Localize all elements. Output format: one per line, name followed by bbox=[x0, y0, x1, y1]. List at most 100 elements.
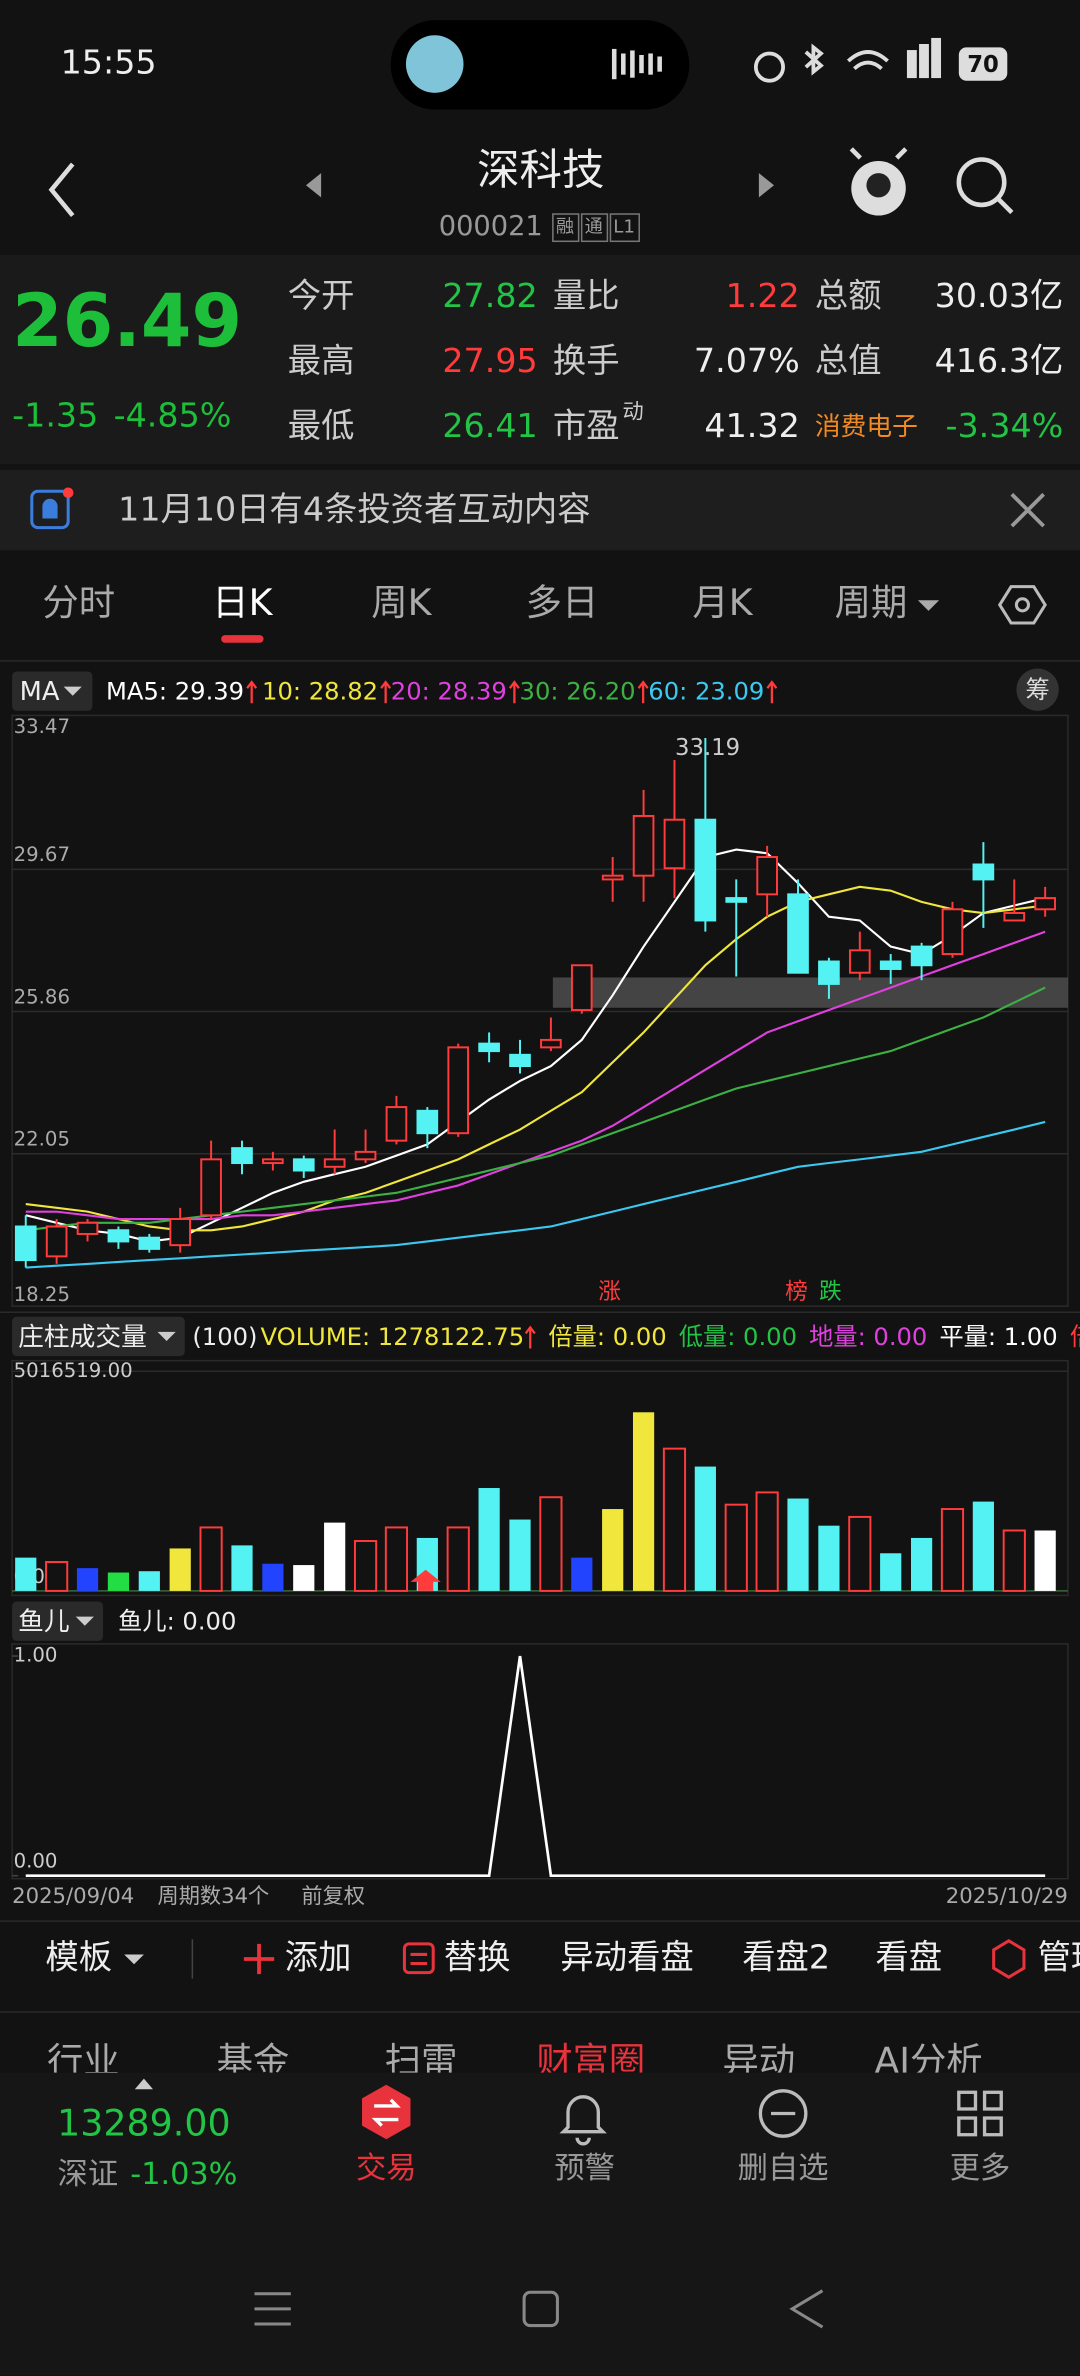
tag: 通 bbox=[585, 217, 603, 238]
dropdown-arrow bbox=[63, 686, 82, 696]
back-button[interactable] bbox=[48, 162, 75, 217]
close-notice[interactable] bbox=[1010, 492, 1045, 528]
period-tab[interactable]: 多日 bbox=[526, 581, 599, 624]
candle-body bbox=[262, 1158, 284, 1165]
legend-item: 鱼儿: 0.00 bbox=[118, 1608, 236, 1636]
y-tick-label: 18.25 bbox=[14, 1283, 70, 1306]
candle-body bbox=[1003, 912, 1026, 922]
candle-body bbox=[663, 818, 686, 870]
toolbar-item[interactable]: 添加 bbox=[285, 1937, 352, 1976]
battery-level: 70 bbox=[967, 52, 999, 78]
candle-body bbox=[818, 960, 840, 985]
period-tab[interactable]: 周期 bbox=[835, 581, 908, 624]
candle-body bbox=[725, 897, 748, 903]
volume-bar bbox=[446, 1526, 470, 1592]
candle-body bbox=[879, 960, 902, 970]
index-change: -1.03% bbox=[130, 2157, 237, 2192]
volume-bar bbox=[478, 1488, 500, 1591]
alert-icon[interactable] bbox=[559, 2095, 607, 2146]
nav-item[interactable]: 预警 bbox=[554, 2151, 615, 2186]
candle-body bbox=[292, 1158, 315, 1172]
stock-tags: 融 通 L1 bbox=[552, 213, 640, 243]
quote-panel bbox=[0, 254, 1080, 464]
legend-item: 60: 23.09 bbox=[648, 678, 764, 706]
quote-label: 最高 bbox=[288, 341, 355, 380]
toolbar-item[interactable]: 管理 bbox=[1038, 1937, 1080, 1976]
trend-arrow bbox=[246, 680, 258, 704]
candle-body bbox=[787, 893, 809, 974]
candle-body bbox=[385, 1106, 408, 1142]
candle-body bbox=[848, 949, 871, 974]
chip-button[interactable] bbox=[1016, 668, 1059, 711]
candle-body bbox=[45, 1225, 68, 1258]
toolbar-item[interactable]: 替换 bbox=[444, 1937, 511, 1976]
replace-arrows bbox=[410, 1952, 428, 1966]
toolbar-item[interactable]: 看盘 bbox=[876, 1937, 943, 1976]
y-tick-label: 1.00 bbox=[14, 1644, 58, 1667]
start-date: 2025/09/04 bbox=[12, 1883, 134, 1908]
legend-item: 平量: 1.00 bbox=[939, 1323, 1057, 1351]
volume-bar bbox=[571, 1557, 593, 1591]
notice-bar[interactable] bbox=[0, 470, 1080, 551]
y-tick-label: 25.86 bbox=[14, 985, 70, 1008]
candle-body bbox=[601, 874, 624, 881]
home-key[interactable] bbox=[522, 2290, 559, 2328]
remove-watch-icon[interactable] bbox=[758, 2089, 808, 2138]
nav-item[interactable]: 交易 bbox=[356, 2151, 417, 2186]
candle-body bbox=[323, 1158, 346, 1168]
adjust-mode: 前复权 bbox=[301, 1883, 365, 1908]
volume-bar bbox=[15, 1557, 37, 1591]
candle-body bbox=[231, 1147, 253, 1165]
toolbar-item[interactable]: 模板 bbox=[45, 1937, 112, 1976]
period-tab[interactable]: 日K bbox=[212, 581, 273, 624]
quote-label: 量比 bbox=[553, 276, 620, 315]
candle-body bbox=[107, 1229, 130, 1243]
settings-icon[interactable] bbox=[997, 585, 1047, 625]
system-nav bbox=[254, 2289, 824, 2329]
back-key[interactable] bbox=[789, 2289, 824, 2329]
candle-body bbox=[694, 818, 717, 922]
volume-bar bbox=[539, 1496, 563, 1592]
expand-arrow[interactable] bbox=[134, 2078, 153, 2090]
y-tick-label: 33.47 bbox=[14, 715, 70, 738]
volume-bar bbox=[293, 1565, 315, 1591]
mascot-button[interactable] bbox=[849, 147, 908, 216]
dropdown-arrow bbox=[917, 600, 940, 611]
volume-bar bbox=[353, 1540, 378, 1592]
more-icon[interactable] bbox=[957, 2090, 1003, 2137]
next-stock[interactable] bbox=[758, 173, 775, 198]
avatar bbox=[405, 35, 464, 93]
period-tab[interactable]: 月K bbox=[692, 581, 753, 624]
quote-value: 27.95 bbox=[442, 341, 537, 380]
toolbar-item[interactable]: 看盘2 bbox=[742, 1937, 830, 1976]
period-tab[interactable]: 分时 bbox=[42, 581, 115, 624]
volume-bar bbox=[199, 1526, 223, 1592]
period-tabs: 分时 日K 周K 多日 月K 周期 bbox=[42, 581, 940, 643]
quote-value: 1.22 bbox=[726, 276, 800, 315]
price-change-pct: -4.85% bbox=[114, 396, 232, 435]
charts: MA MA5: 29.39 10: 28.82 20: 28.39 30: 26.20 6… bbox=[0, 668, 1080, 1908]
period-tab[interactable]: 周K bbox=[371, 581, 432, 624]
menu-key[interactable] bbox=[254, 2292, 291, 2326]
candle-body bbox=[632, 814, 655, 877]
signal-arrow bbox=[410, 1569, 441, 1591]
indicator-line bbox=[25, 1655, 1046, 1878]
search-button[interactable] bbox=[956, 157, 1014, 215]
ma-selector[interactable] bbox=[12, 671, 93, 711]
volume-bar bbox=[138, 1571, 160, 1591]
trend-arrow bbox=[524, 1325, 536, 1349]
nav-item[interactable]: 更多 bbox=[950, 2151, 1011, 2186]
period-count: 周期数34个 bbox=[158, 1883, 270, 1908]
toolbar-item[interactable]: 异动看盘 bbox=[560, 1937, 693, 1976]
indicator-selector[interactable] bbox=[12, 1316, 185, 1357]
volume-bar bbox=[1034, 1530, 1056, 1591]
trade-icon[interactable] bbox=[362, 2084, 411, 2140]
candle-body bbox=[416, 1109, 439, 1135]
prev-stock[interactable] bbox=[305, 173, 322, 198]
indicator-selector[interactable] bbox=[12, 1601, 104, 1641]
nav-item[interactable]: 删自选 bbox=[738, 2151, 829, 2186]
candle-body bbox=[138, 1236, 161, 1250]
quote-label: 总额 bbox=[815, 276, 882, 315]
